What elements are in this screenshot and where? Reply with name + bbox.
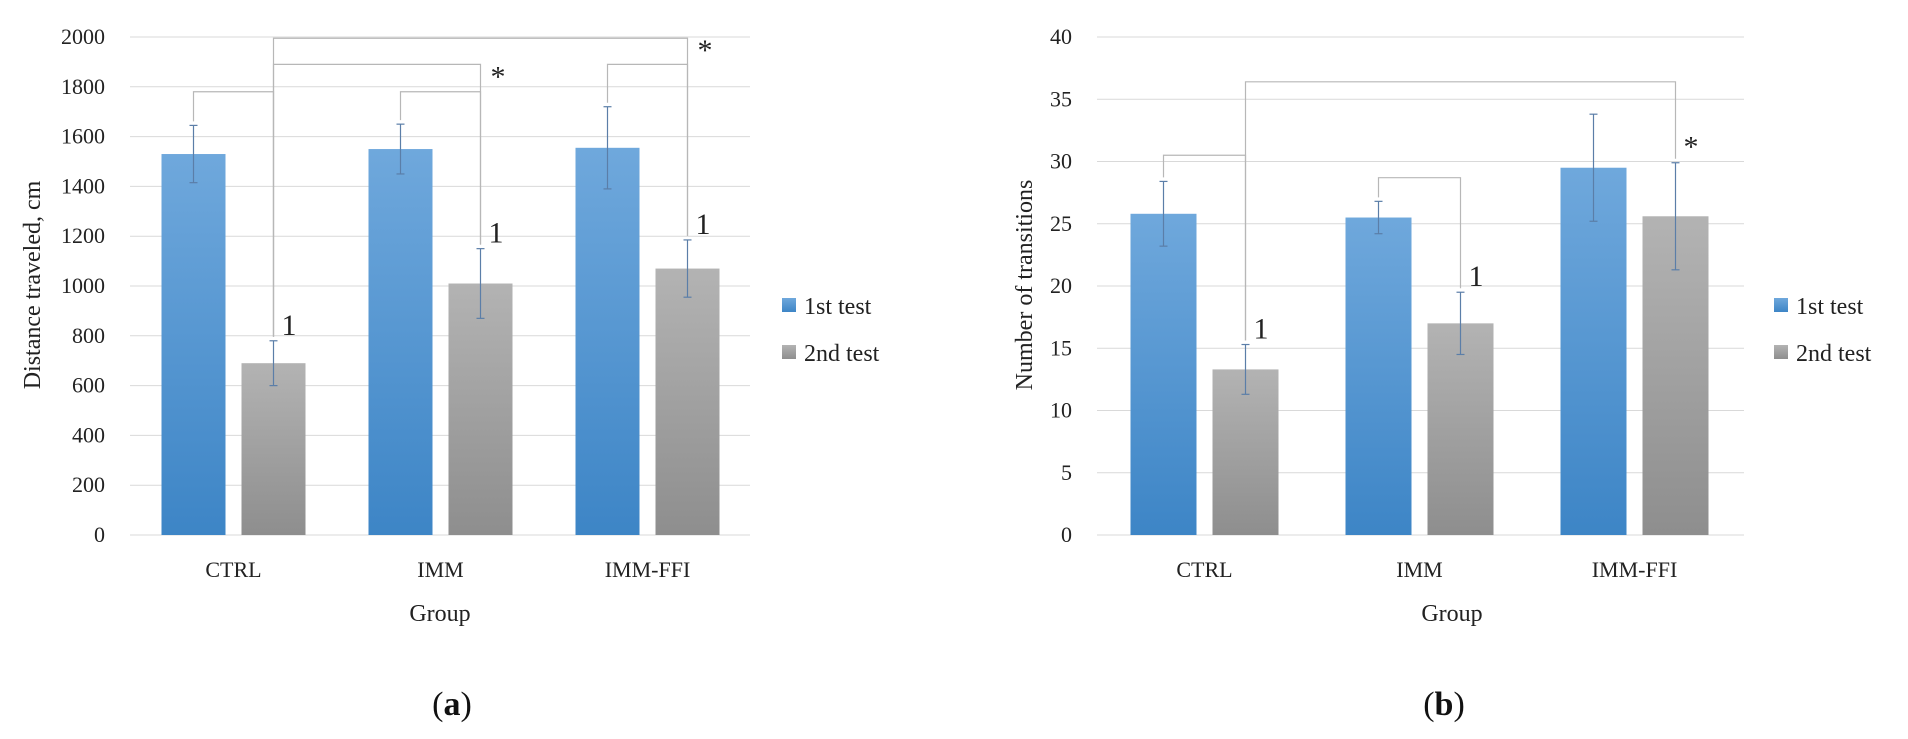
chart-b-caption-close: ) [1453,686,1464,723]
chart-b-ytick-label: 35 [1050,86,1072,111]
chart-a-significance-label: 1 [489,217,504,250]
chart-a-comparison-bracket [272,37,689,337]
chart-b-caption-letter: b [1435,686,1454,723]
chart-a-ytick-label: 400 [72,422,105,447]
chart-a-ytick-label: 1600 [61,124,105,149]
chart-a-legend-1st-test: 1st test [804,294,872,320]
chart-b-ytick-label: 15 [1050,335,1072,360]
chart-a-legend: 1st test 2nd test [782,294,880,367]
chart-a-xtick-label: IMM [417,557,463,582]
chart-a-bar-1-imm-ffi [575,147,640,535]
chart-b-comparison-bracket [1244,81,1677,341]
chart-panel-a: 1 1 1 * * 0 200 400 600 800 1000 1200 1400 1600 1800 2… [20,24,880,723]
chart-b-ytick-label: 0 [1061,522,1072,547]
chart-b-ytick-label: 30 [1050,149,1072,174]
chart-a-caption: (a) [432,686,472,723]
chart-a-caption-close: ) [461,686,472,723]
chart-b-bar-1-imm [1345,217,1412,535]
chart-a-legend-2nd-test: 2nd test [804,341,880,367]
chart-b-comparison-bracket [1377,177,1462,289]
chart-a-significance-label: 1 [282,309,297,342]
chart-b-bar-1-imm-ffi [1560,167,1627,535]
chart-a-ytick-label: 1000 [61,273,105,298]
chart-a-bar-2-imm-ffi [655,268,720,535]
chart-a-bracket-star: * [698,34,713,67]
chart-a-ytick-label: 200 [72,472,105,497]
chart-a-significance-label: 1 [696,208,711,241]
chart-a-bar-2-ctrl [241,363,306,535]
chart-b-significance-label: * [1684,131,1699,164]
chart-b-xlabel: Group [1421,601,1482,627]
chart-b-legend-2nd-test: 2nd test [1796,341,1872,367]
chart-b-ytick-label: 5 [1061,460,1072,485]
chart-a-svg: 1 1 1 * * 0 200 400 600 800 1000 1200 1400 1600 1800 2… [20,24,880,723]
chart-a-legend-swatch-1st-test [782,298,796,312]
chart-b-xtick-label: IMM-FFI [1592,557,1678,582]
chart-b-ytick-label: 10 [1050,398,1072,423]
chart-b-significance-label: 1 [1254,313,1269,346]
chart-b-legend-1st-test: 1st test [1796,294,1864,320]
chart-a-legend-swatch-2nd-test [782,345,796,359]
chart-a-ytick-label: 1800 [61,74,105,99]
chart-b-xtick-label: IMM [1396,557,1442,582]
chart-b-ytick-label: 25 [1050,211,1072,236]
chart-panel-b: 1 1 * 0 5 10 15 20 25 30 35 40 CTRL IMM IMM-FFI Numbe… [954,0,1908,739]
chart-a-ylabel: Distance traveled, cm [20,180,46,389]
chart-a-bracket-star: * [491,60,506,93]
chart-b-bar-2-imm [1427,323,1494,535]
chart-b-svg: 1 1 * 0 5 10 15 20 25 30 35 40 CTRL IMM IMM-FFI Numbe… [1012,24,1872,723]
chart-b-bar-2-ctrl [1212,369,1279,535]
chart-b-legend-swatch-1st-test [1774,298,1788,312]
chart-b-ylabel: Number of transitions [1012,180,1038,391]
chart-b-bar-1-ctrl [1130,213,1197,536]
chart-a-xtick-label: CTRL [205,557,261,582]
chart-a-ytick-label: 0 [94,522,105,547]
chart-a-bar-2-imm [448,283,513,535]
chart-a-ytick-label: 600 [72,373,105,398]
chart-a-ytick-label: 2000 [61,24,105,49]
chart-b-legend-swatch-2nd-test [1774,345,1788,359]
chart-b-significance-label: 1 [1469,260,1484,293]
chart-b-ytick-label: 20 [1050,273,1072,298]
chart-b-legend: 1st test 2nd test [1774,294,1872,367]
chart-a-xlabel: Group [409,601,470,627]
chart-b-caption-open: ( [1423,686,1434,723]
chart-a-bar-1-imm [368,149,433,536]
chart-a-caption-open: ( [432,686,443,723]
chart-b-ytick-label: 40 [1050,24,1072,49]
chart-a-ytick-label: 1200 [61,223,105,248]
chart-a-xtick-label: IMM-FFI [605,557,691,582]
chart-b-xtick-label: CTRL [1176,557,1232,582]
chart-a-bar-1-ctrl [161,154,226,535]
chart-b-caption: (b) [1423,686,1465,723]
chart-a-ytick-label: 800 [72,323,105,348]
chart-a-caption-letter: a [444,686,461,723]
chart-a-ytick-label: 1400 [61,173,105,198]
